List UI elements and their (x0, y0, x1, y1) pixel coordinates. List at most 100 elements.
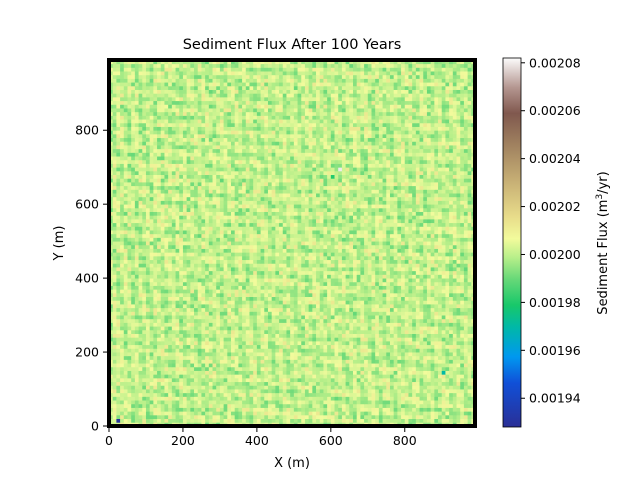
heatmap-cell (327, 296, 332, 301)
heatmap-cell (438, 374, 443, 379)
heatmap-cell (423, 400, 428, 405)
heatmap-cell (227, 414, 232, 420)
heatmap-cell (160, 396, 165, 401)
heatmap-cell (275, 274, 280, 279)
heatmap-cell (330, 311, 335, 316)
heatmap-cell (260, 289, 265, 294)
heatmap-cell (312, 263, 317, 268)
heatmap-cell (171, 304, 176, 309)
heatmap-cell (109, 292, 114, 298)
heatmap-cell (216, 311, 221, 316)
heatmap-cell (205, 296, 210, 301)
heatmap-cell (131, 274, 136, 279)
heatmap-cell (145, 366, 151, 371)
heatmap-cell (264, 304, 269, 309)
heatmap-cell (441, 340, 446, 346)
heatmap-cell (456, 414, 461, 420)
heatmap-cell (271, 263, 276, 268)
heatmap-cell (327, 370, 332, 375)
heatmap-cell (164, 278, 169, 283)
heatmap-cell (142, 348, 147, 353)
heatmap-cell (153, 363, 158, 368)
heatmap-cell (304, 304, 310, 309)
heatmap-cell (419, 255, 424, 261)
heatmap-cell (175, 270, 180, 275)
heatmap-cell (393, 366, 398, 371)
heatmap-cell (231, 278, 236, 283)
heatmap-cell (227, 370, 232, 375)
heatmap-cell (267, 352, 273, 357)
heatmap-cell (194, 237, 199, 242)
heatmap-cell (378, 348, 383, 353)
heatmap-cell (353, 340, 358, 346)
heatmap-cell (408, 292, 413, 298)
heatmap-cell (356, 344, 361, 349)
heatmap-cell (123, 248, 128, 253)
heatmap-cell (301, 403, 306, 408)
heatmap-cell (426, 241, 432, 246)
heatmap-cell (286, 333, 291, 338)
heatmap-cell (367, 307, 372, 312)
heatmap-cell (349, 296, 354, 301)
heatmap-cell (190, 315, 195, 320)
heatmap-cell (264, 366, 269, 371)
heatmap-cell (282, 411, 287, 416)
heatmap-cell (256, 389, 261, 394)
heatmap-cell (353, 289, 358, 294)
heatmap-cell (378, 411, 383, 416)
heatmap-cell (386, 348, 391, 353)
heatmap-cell (208, 255, 213, 261)
heatmap-cell (415, 418, 420, 423)
heatmap-cell (238, 366, 243, 371)
heatmap-cell (171, 274, 176, 279)
heatmap-cell (134, 377, 139, 383)
heatmap-cell (312, 392, 317, 397)
heatmap-cell (164, 315, 169, 320)
heatmap-cell (164, 329, 169, 334)
heatmap-cell (327, 311, 332, 316)
heatmap-cell (271, 370, 276, 375)
heatmap-cell (367, 263, 372, 268)
heatmap-cell (182, 344, 188, 349)
heatmap-cell (378, 296, 383, 301)
heatmap-cell (131, 241, 136, 246)
heatmap-cell (316, 359, 321, 364)
heatmap-cell (175, 263, 180, 268)
heatmap-cell (182, 244, 188, 249)
heatmap-cell (264, 289, 269, 294)
heatmap-cell (397, 411, 402, 416)
heatmap-cell (212, 396, 217, 401)
heatmap-cell (301, 363, 306, 368)
heatmap-cell (219, 355, 225, 360)
heatmap-cell (160, 270, 165, 275)
heatmap-cell (290, 307, 295, 312)
heatmap-cell (194, 340, 199, 346)
heatmap-cell (249, 374, 254, 379)
heatmap-cell (194, 263, 199, 268)
heatmap-cell (419, 400, 424, 405)
heatmap-cell (401, 363, 406, 368)
heatmap-cell (330, 322, 335, 327)
heatmap-cell (356, 318, 361, 323)
heatmap-cell (441, 278, 446, 283)
heatmap-cell (194, 244, 199, 249)
heatmap-cell (186, 418, 191, 423)
heatmap-cell (456, 289, 461, 294)
heatmap-cell (112, 307, 117, 312)
heatmap-cell (393, 337, 398, 342)
heatmap-cell (116, 363, 121, 368)
heatmap-cell (179, 381, 184, 386)
heatmap-cell (127, 322, 132, 327)
heatmap-cell (171, 255, 176, 261)
heatmap-cell (341, 381, 347, 386)
heatmap-cell (253, 355, 258, 360)
heatmap-cell (212, 359, 217, 364)
heatmap-cell (441, 407, 446, 412)
heatmap-cell (441, 359, 446, 364)
heatmap-cell (353, 263, 358, 268)
heatmap-cell (164, 400, 169, 405)
heatmap-cell (430, 411, 435, 416)
heatmap-cell (345, 359, 350, 364)
heatmap-cell (123, 252, 128, 257)
heatmap-cell (438, 307, 443, 312)
